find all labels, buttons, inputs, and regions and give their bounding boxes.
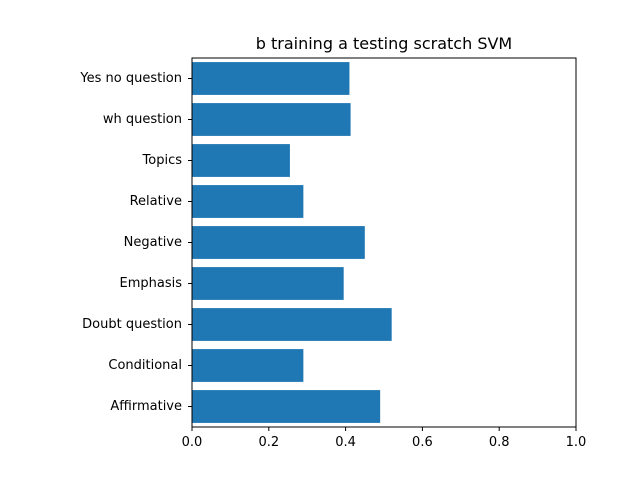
x-tick-label: 0.2	[258, 435, 279, 450]
bar-yes-no-question	[192, 62, 350, 95]
plot-frame	[191, 57, 577, 428]
y-tick-label-conditional: Conditional	[108, 358, 182, 373]
bar-wh-question	[192, 103, 351, 136]
bar-relative	[192, 185, 304, 218]
x-tick-label: 0.6	[412, 435, 433, 450]
y-tick-label-relative: Relative	[130, 194, 182, 209]
bars-group	[192, 62, 392, 423]
y-tick-label-emphasis: Emphasis	[120, 276, 183, 291]
y-tick-label-affirmative: Affirmative	[110, 399, 182, 414]
y-tick-label-yes-no-question: Yes no question	[79, 71, 182, 86]
y-tick-label-doubt-question: Doubt question	[82, 317, 182, 332]
bar-doubt-question	[192, 308, 392, 341]
bar-emphasis	[192, 267, 344, 300]
x-tick-label: 1.0	[566, 435, 587, 450]
bar-conditional	[192, 349, 304, 382]
bar-topics	[192, 144, 290, 177]
x-axis-ticks: 0.0 0.2 0.4 0.6 0.8 1.0	[182, 427, 587, 450]
x-tick-label: 0.8	[489, 435, 510, 450]
x-tick-label: 0.0	[182, 435, 203, 450]
chart-title: b training a testing scratch SVM	[256, 34, 512, 53]
x-tick-label: 0.4	[335, 435, 356, 450]
bar-affirmative	[192, 390, 381, 423]
y-tick-label-wh-question: wh question	[103, 112, 182, 127]
y-tick-label-topics: Topics	[142, 153, 183, 168]
bar-negative	[192, 226, 365, 259]
y-tick-label-negative: Negative	[124, 235, 182, 250]
y-axis-ticks: Affirmative Conditional Doubt question Emph…	[79, 71, 192, 414]
